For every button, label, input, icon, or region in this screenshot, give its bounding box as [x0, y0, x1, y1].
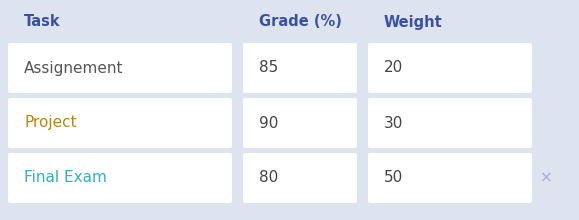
Text: 85: 85	[259, 61, 278, 75]
Text: Task: Task	[24, 15, 61, 29]
FancyBboxPatch shape	[368, 153, 532, 203]
FancyBboxPatch shape	[8, 43, 232, 93]
Text: Project: Project	[24, 116, 76, 130]
FancyBboxPatch shape	[243, 98, 357, 148]
FancyBboxPatch shape	[243, 43, 357, 93]
Text: 30: 30	[384, 116, 404, 130]
FancyBboxPatch shape	[8, 153, 232, 203]
Text: Final Exam: Final Exam	[24, 170, 107, 185]
Text: Grade (%): Grade (%)	[259, 15, 342, 29]
Text: Assignement: Assignement	[24, 61, 123, 75]
Text: 90: 90	[259, 116, 278, 130]
Text: 50: 50	[384, 170, 403, 185]
FancyBboxPatch shape	[368, 98, 532, 148]
Text: 80: 80	[259, 170, 278, 185]
Text: ×: ×	[540, 170, 553, 185]
Text: 20: 20	[384, 61, 403, 75]
FancyBboxPatch shape	[243, 153, 357, 203]
FancyBboxPatch shape	[368, 43, 532, 93]
FancyBboxPatch shape	[8, 98, 232, 148]
Text: Weight: Weight	[384, 15, 443, 29]
